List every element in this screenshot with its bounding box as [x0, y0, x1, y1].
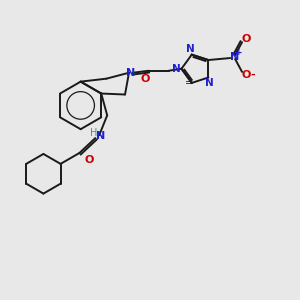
Text: N: N [186, 44, 195, 54]
Text: O: O [140, 74, 149, 84]
Text: O: O [241, 70, 251, 80]
Text: N: N [205, 78, 214, 88]
Text: O: O [241, 34, 251, 44]
Text: N: N [230, 52, 239, 62]
Text: O: O [85, 155, 94, 165]
Text: -: - [250, 70, 255, 80]
Text: =: = [185, 78, 193, 88]
Text: N: N [172, 64, 181, 74]
Text: N: N [96, 131, 105, 141]
Text: +: + [235, 48, 243, 57]
Text: H: H [90, 128, 97, 138]
Text: N: N [126, 68, 136, 78]
